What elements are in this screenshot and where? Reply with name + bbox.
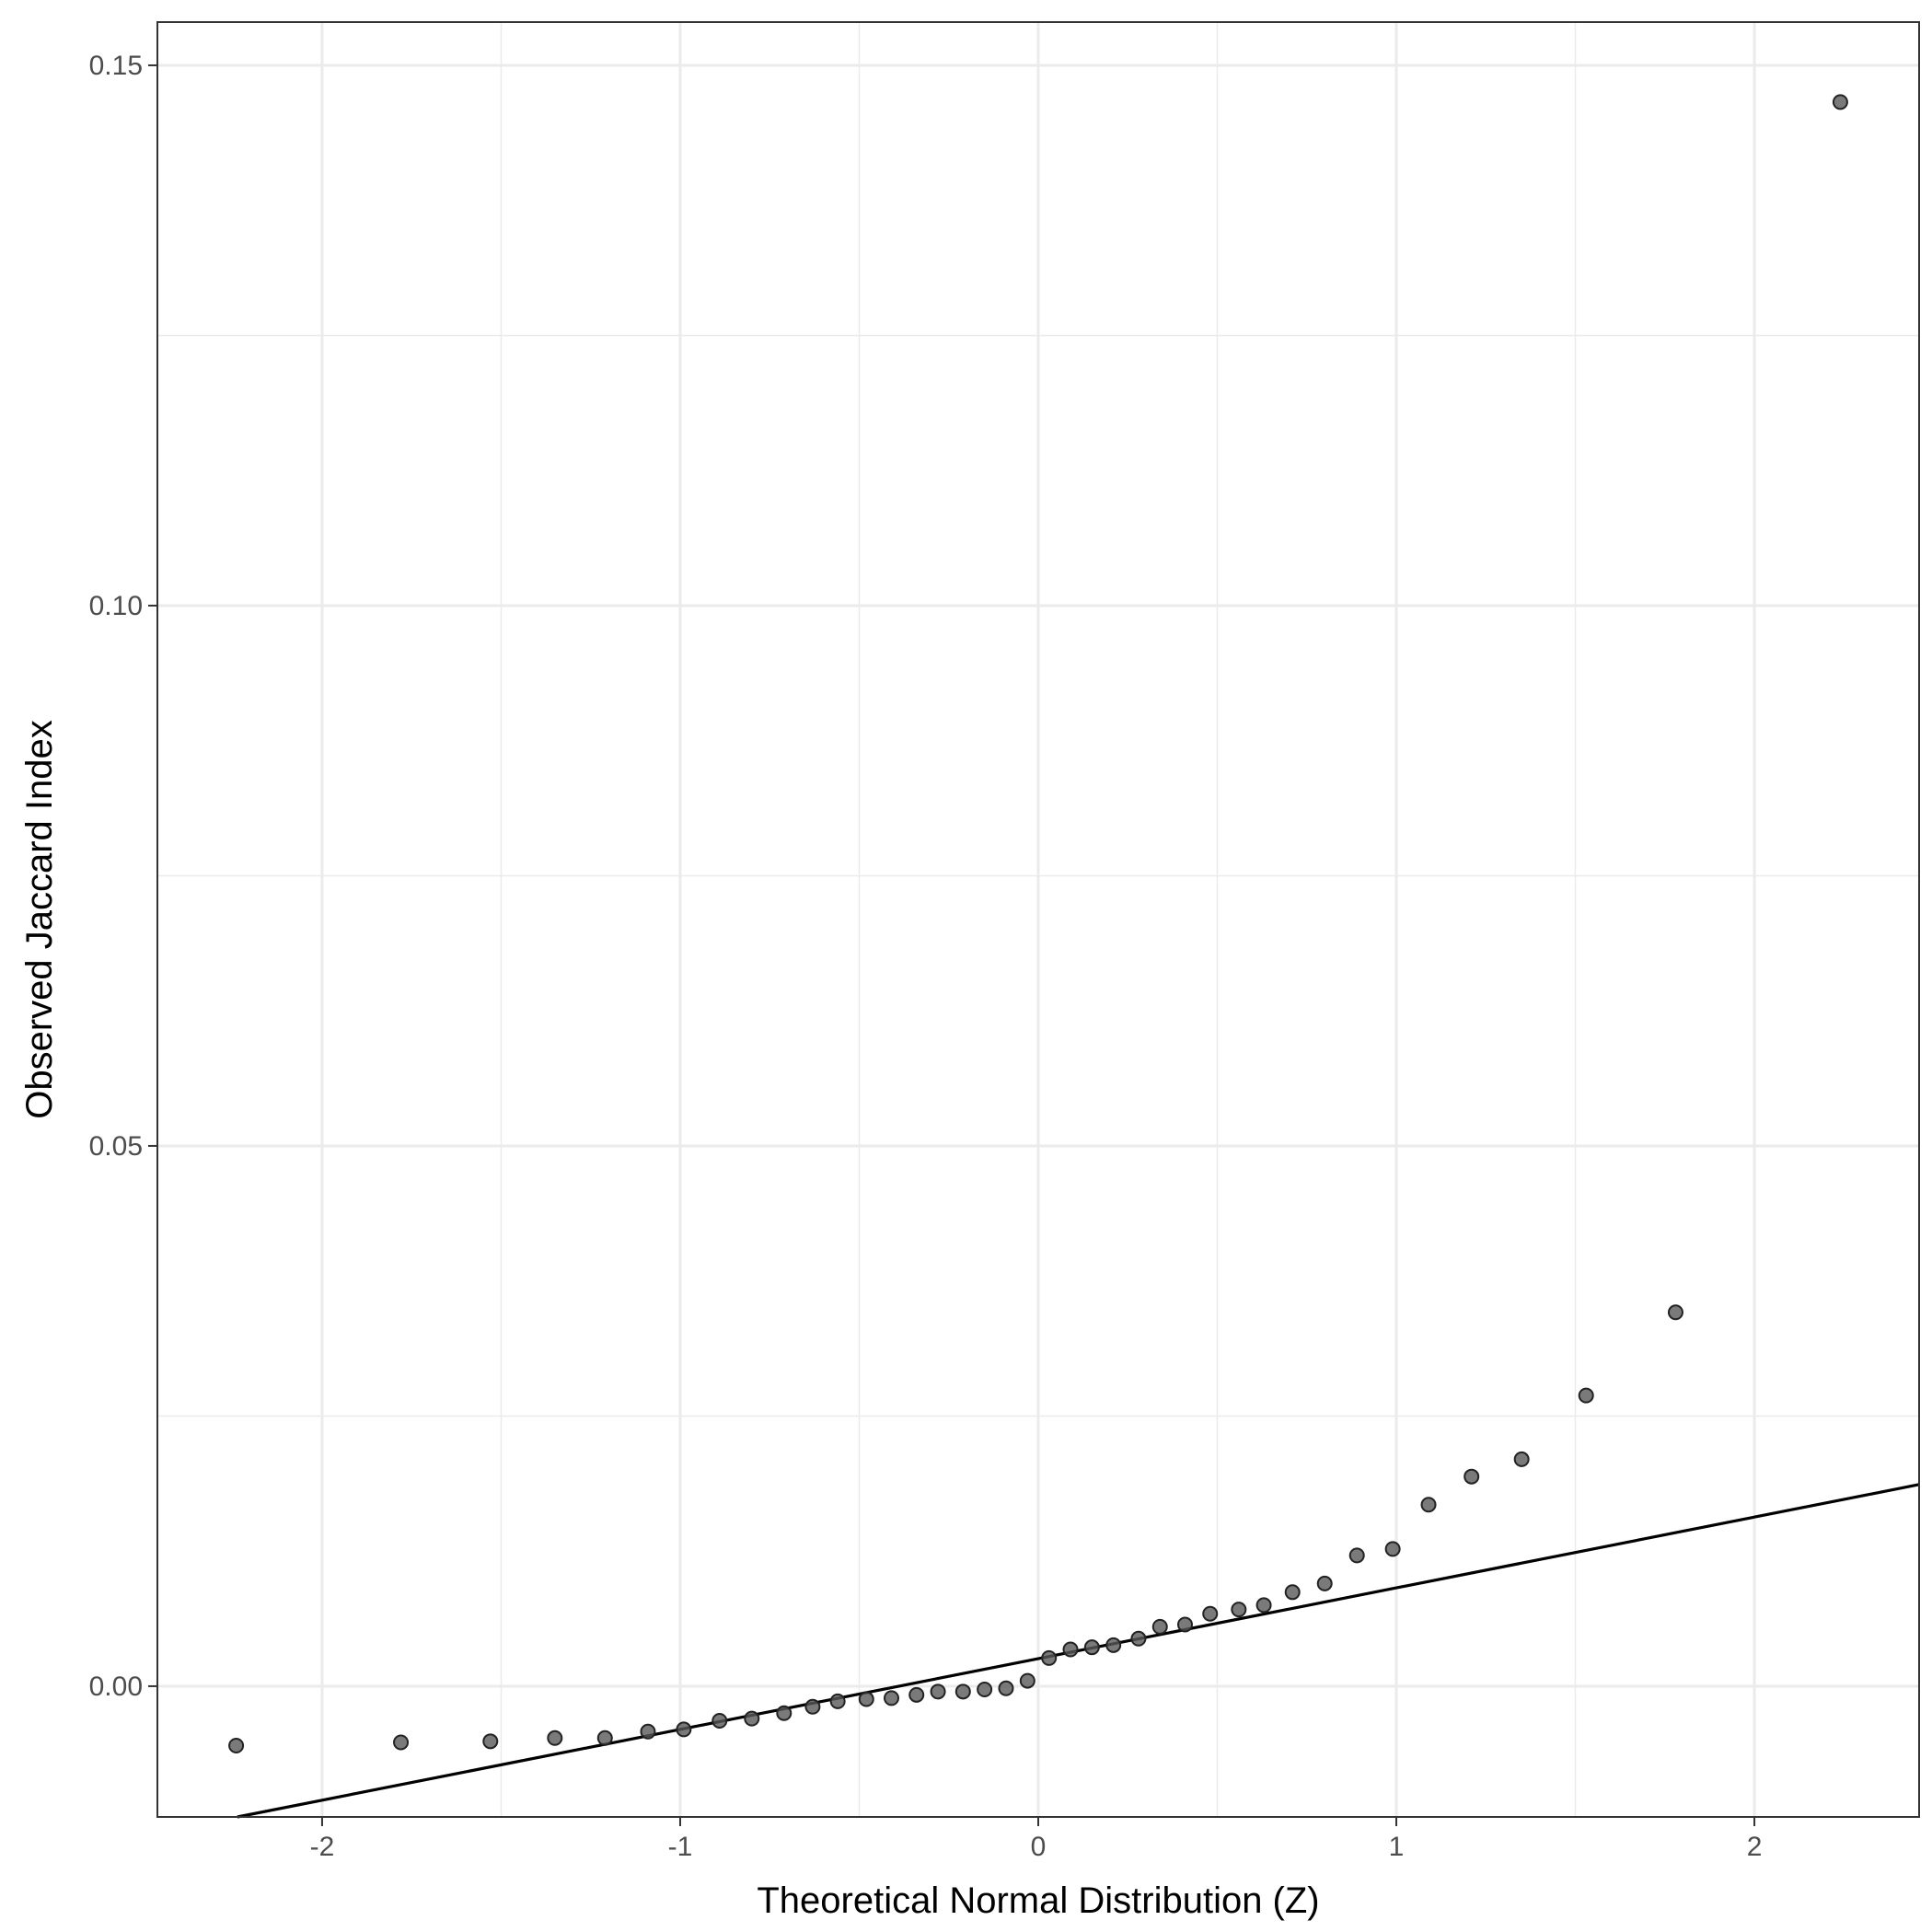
data-point <box>1420 1497 1437 1513</box>
data-point <box>1151 1618 1168 1635</box>
data-point <box>858 1691 874 1707</box>
x-tick-label: 0 <box>1031 1832 1047 1862</box>
data-point <box>1463 1468 1480 1485</box>
data-point <box>1316 1575 1333 1591</box>
data-point <box>884 1690 899 1706</box>
data-point <box>804 1698 821 1715</box>
data-point <box>744 1710 760 1727</box>
grid-lines <box>157 22 1919 1817</box>
data-point <box>1667 1304 1683 1321</box>
data-point <box>1578 1387 1594 1404</box>
data-point <box>930 1683 946 1700</box>
data-point <box>1019 1672 1035 1689</box>
data-point <box>1062 1641 1079 1658</box>
reference-line-layer <box>237 1483 1920 1819</box>
x-tick-label: -1 <box>668 1832 693 1862</box>
data-point <box>596 1730 613 1746</box>
x-tick-label: -2 <box>310 1832 335 1862</box>
y-tick-label: 0.15 <box>89 51 143 81</box>
x-tick-label: 1 <box>1389 1832 1405 1862</box>
data-point <box>1255 1597 1272 1614</box>
y-axis-title: Observed Jaccard Index <box>19 720 60 1119</box>
data-points <box>228 94 1848 1754</box>
data-point <box>1284 1584 1301 1601</box>
data-point <box>1348 1547 1365 1564</box>
y-tick-label: 0.05 <box>89 1131 143 1162</box>
data-point <box>998 1680 1014 1696</box>
data-point <box>711 1713 728 1730</box>
data-point <box>1177 1616 1193 1633</box>
data-point <box>1231 1602 1247 1618</box>
data-point <box>228 1738 245 1754</box>
axes: -2 -1 0 1 2 0.00 0.05 0.10 0.15 <box>89 51 1763 1862</box>
data-point <box>908 1686 925 1703</box>
data-point <box>1130 1630 1147 1647</box>
data-point <box>1083 1639 1100 1656</box>
data-point <box>1202 1605 1219 1622</box>
x-axis-title: Theoretical Normal Distribution (Z) <box>757 1880 1319 1921</box>
y-tick-label: 0.10 <box>89 591 143 621</box>
data-point <box>676 1721 692 1738</box>
data-point <box>1105 1637 1122 1653</box>
data-point <box>1832 94 1848 110</box>
data-point <box>547 1730 563 1746</box>
data-point <box>393 1734 410 1751</box>
data-point <box>954 1683 971 1700</box>
x-tick-label: 2 <box>1747 1832 1763 1862</box>
data-point <box>482 1733 499 1750</box>
data-point <box>640 1723 656 1740</box>
data-point <box>1041 1649 1058 1666</box>
data-point <box>829 1693 846 1709</box>
y-tick-label: 0.00 <box>89 1672 143 1702</box>
reference-line <box>237 1483 1920 1819</box>
data-point <box>1384 1541 1401 1557</box>
data-point <box>1513 1451 1530 1467</box>
data-point <box>776 1705 792 1721</box>
data-point <box>977 1681 993 1697</box>
